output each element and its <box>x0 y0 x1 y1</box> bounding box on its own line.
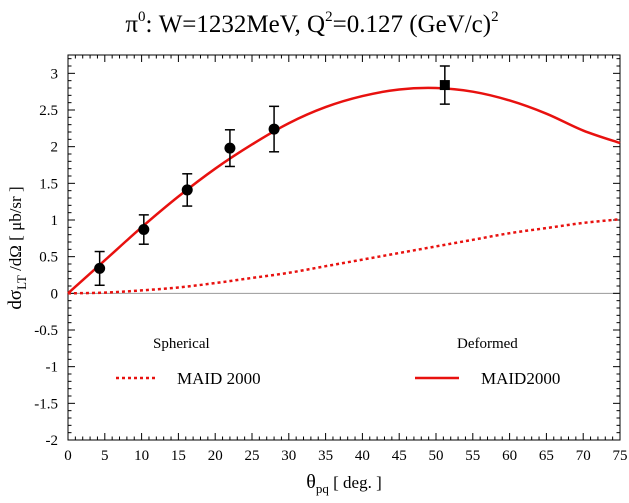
y-tick-label: 3 <box>51 66 59 82</box>
x-tick-label: 55 <box>465 448 480 464</box>
legend-entry-maid2000-solid: MAID2000 <box>481 369 560 388</box>
x-tick-label: 30 <box>281 448 296 464</box>
y-tick-labels: -2 -1.5 -1 -0.5 0 0.5 1 1.5 2 2.5 3 <box>34 66 58 449</box>
x-tick-label: 5 <box>101 448 109 464</box>
y-tick-label: 1.5 <box>39 176 58 192</box>
x-tick-label: 15 <box>171 448 186 464</box>
x-tick-label: 35 <box>318 448 333 464</box>
axis-ticks <box>67 55 621 441</box>
x-tick-label: 75 <box>613 448 628 464</box>
legend-group-spherical: Spherical <box>153 336 210 352</box>
x-tick-label: 70 <box>576 448 591 464</box>
series-lines <box>67 86 621 295</box>
data-point-circle <box>224 142 236 154</box>
series-line-maid2000-solid <box>67 86 621 295</box>
data-point-square <box>439 80 450 91</box>
y-axis-label: dσLT /dΩ [ μb/sr ] <box>5 186 29 309</box>
y-tick-label: -2 <box>46 433 59 449</box>
x-axis-label: θpq [ deg. ] <box>306 471 381 496</box>
y-tick-label: 0.5 <box>39 250 58 266</box>
x-tick-label: 45 <box>392 448 407 464</box>
y-tick-label: -1 <box>46 360 59 376</box>
x-tick-label: 10 <box>134 448 149 464</box>
plot-frame <box>67 54 621 441</box>
legend: Spherical Deformed MAID 2000 MAID2000 <box>116 336 560 388</box>
y-tick-label: 2 <box>51 140 59 156</box>
y-tick-label: 2.5 <box>39 103 58 119</box>
data-point-circle <box>181 184 193 196</box>
x-tick-label: 0 <box>64 448 72 464</box>
x-tick-labels: 0 5 10 15 20 25 30 35 40 45 50 55 60 65 70 75 <box>64 448 627 464</box>
x-tick-label: 50 <box>429 448 444 464</box>
legend-entry-maid-2000-dotted: MAID 2000 <box>177 369 261 388</box>
x-tick-label: 65 <box>539 448 554 464</box>
series-line-maid-2000-dotted <box>67 218 621 295</box>
y-tick-label: -1.5 <box>34 396 58 412</box>
data-point-circle <box>94 262 106 274</box>
x-tick-label: 60 <box>502 448 517 464</box>
x-tick-label: 25 <box>245 448 260 464</box>
data-point-circle <box>268 123 280 135</box>
y-tick-label: 1 <box>51 213 59 229</box>
y-tick-label: 0 <box>51 286 59 302</box>
y-tick-label: -0.5 <box>34 323 58 339</box>
chart-title: π0: W=1232MeV, Q2=0.127 (GeV/c)2 <box>125 9 498 38</box>
legend-group-deformed: Deformed <box>457 336 518 352</box>
data-point-circle <box>138 224 150 236</box>
x-tick-label: 20 <box>208 448 223 464</box>
data-points <box>94 65 450 287</box>
x-tick-label: 40 <box>355 448 370 464</box>
